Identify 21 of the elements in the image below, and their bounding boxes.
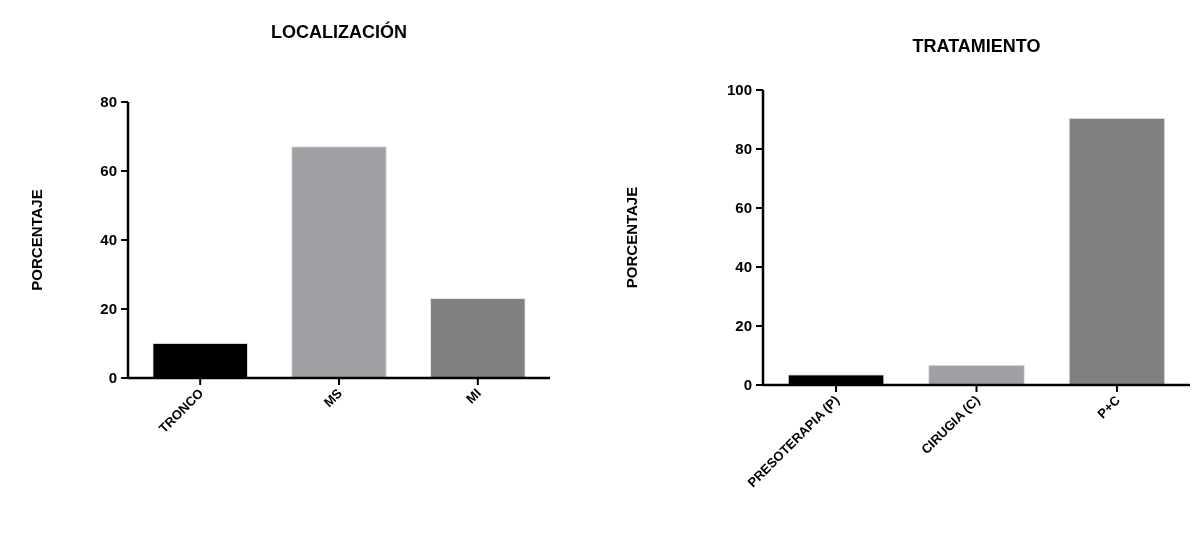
chart-title: TRATAMIENTO (912, 36, 1041, 56)
y-tick-label: 40 (100, 231, 117, 249)
x-tick-label: MI (463, 385, 484, 407)
x-tick-label: MS (320, 385, 346, 410)
chart-title: LOCALIZACIÓN (271, 21, 407, 42)
y-tick-label: 0 (743, 376, 752, 394)
y-tick-label: 100 (726, 81, 752, 99)
y-tick-label: 0 (108, 369, 117, 387)
bar (1068, 117, 1166, 386)
bar (430, 298, 526, 379)
y-tick-label: 20 (735, 317, 752, 335)
bar (928, 364, 1025, 386)
y-tick-label: 40 (735, 258, 752, 276)
y-axis-title: PORCENTAJE (28, 189, 45, 291)
y-tick-label: 60 (100, 162, 117, 180)
bar (291, 146, 387, 379)
y-tick-label: 80 (100, 93, 117, 111)
y-tick-label: 80 (735, 140, 752, 158)
y-tick-label: 20 (100, 300, 117, 318)
y-axis-title: PORCENTAJE (623, 186, 640, 289)
y-tick-label: 60 (735, 199, 752, 217)
